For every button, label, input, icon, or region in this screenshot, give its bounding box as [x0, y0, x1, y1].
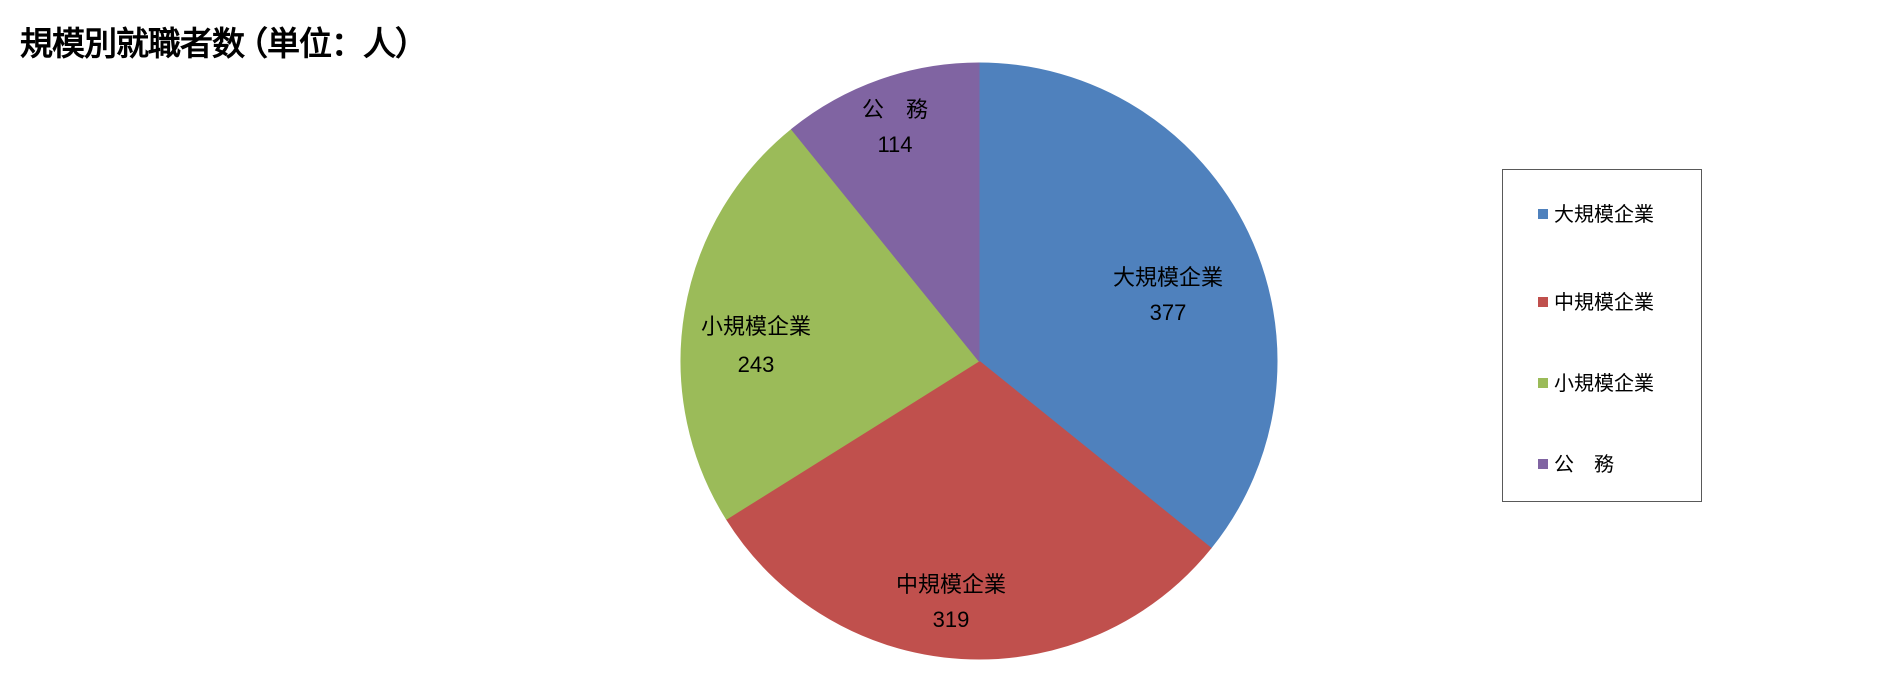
svg-text:243: 243 [738, 352, 775, 377]
svg-text:公 務: 公 務 [862, 97, 928, 122]
svg-text:377: 377 [1150, 300, 1187, 325]
svg-text:大規模企業: 大規模企業 [1113, 265, 1223, 290]
svg-text:中規模企業: 中規模企業 [896, 572, 1006, 597]
svg-text:114: 114 [877, 132, 912, 157]
svg-text:319: 319 [933, 607, 970, 632]
svg-text:小規模企業: 小規模企業 [701, 314, 811, 339]
